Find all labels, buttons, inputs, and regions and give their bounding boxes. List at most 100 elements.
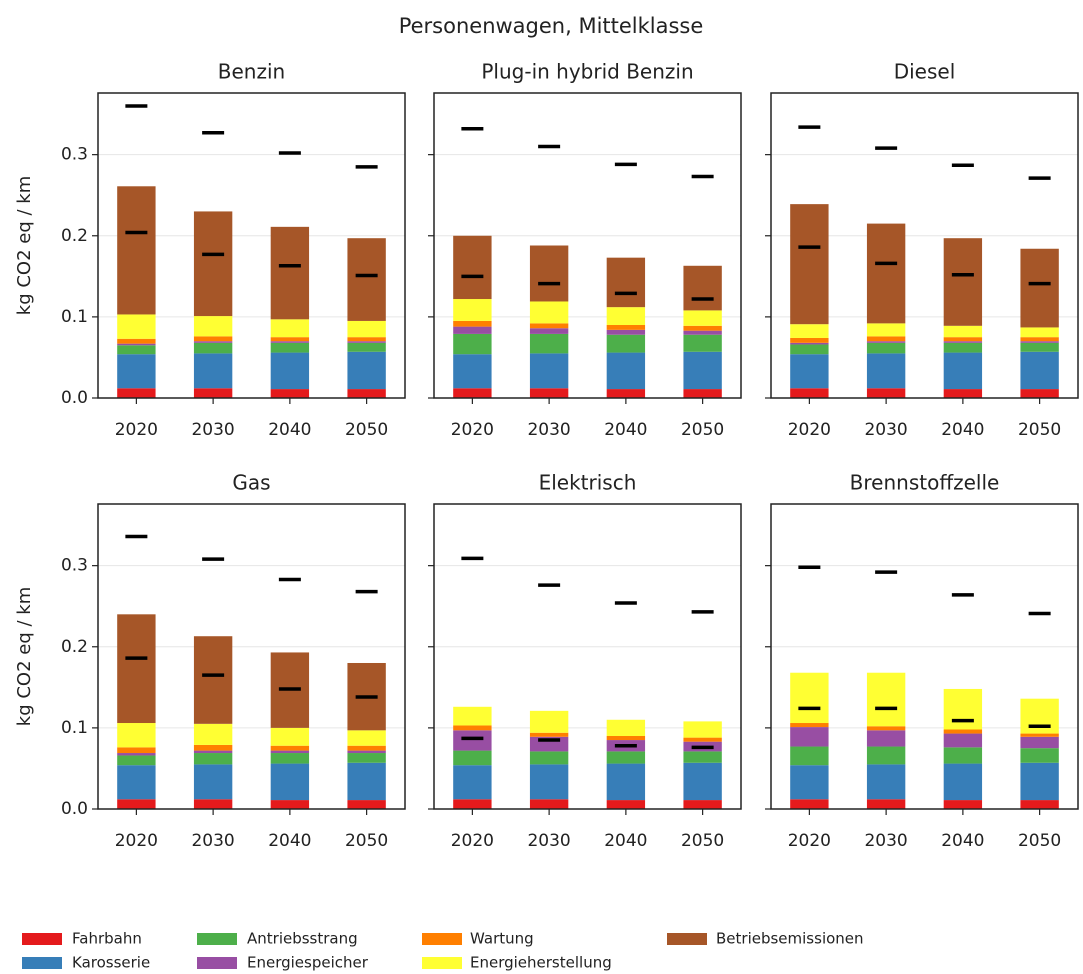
bar-segment: [117, 388, 156, 398]
bar-segment: [683, 310, 722, 326]
bar-segment: [270, 389, 310, 398]
bar-segment: [193, 764, 233, 800]
y-tick-label: 0.2: [61, 637, 88, 657]
bar-segment: [270, 341, 310, 343]
bar-segment: [270, 763, 310, 801]
panel-title: Benzin: [218, 60, 285, 84]
axes-frame: [433, 503, 742, 810]
bar-segment: [1020, 389, 1059, 398]
bar-segment: [606, 257, 646, 308]
bar-segment: [117, 753, 156, 756]
bar-segment: [270, 352, 310, 390]
bar-segment: [790, 765, 829, 800]
bar-segment: [270, 745, 310, 751]
legend-label: Energiespeicher: [247, 954, 369, 972]
bar-segment: [529, 751, 569, 765]
bar-segment: [1020, 762, 1059, 801]
bar-segment: [790, 746, 829, 766]
bar-segment: [193, 316, 233, 337]
bar-segment: [529, 388, 569, 398]
bar-segment: [943, 342, 983, 353]
bar-segment: [790, 727, 829, 747]
bar-segment: [790, 723, 829, 728]
x-tick-label: 2020: [115, 420, 158, 440]
bar-segment: [117, 345, 156, 355]
legend-swatch: [422, 933, 462, 945]
bar-segment: [453, 725, 492, 731]
panel-title: Gas: [232, 471, 270, 495]
legend-swatch: [422, 957, 462, 969]
bar-segment: [347, 320, 386, 338]
bar-segment: [529, 301, 569, 324]
bar-segment: [117, 343, 156, 346]
bar-segment: [270, 750, 310, 754]
legend-label: Fahrbahn: [72, 930, 142, 948]
x-tick-label: 2030: [191, 831, 234, 851]
bar-segment: [1020, 698, 1059, 734]
bar-segment: [943, 763, 983, 801]
x-tick-label: 2020: [451, 831, 494, 851]
legend-label: Karosserie: [72, 954, 150, 972]
bar-segment: [790, 354, 829, 389]
bar-segment: [347, 342, 386, 352]
panel-title: Plug-in hybrid Benzin: [481, 60, 693, 84]
bar-segment: [270, 727, 310, 746]
bar-segment: [1020, 327, 1059, 338]
bar-segment: [453, 354, 492, 389]
legend-swatch: [197, 933, 237, 945]
y-tick-label: 0.1: [61, 307, 88, 327]
bar-segment: [683, 737, 722, 742]
x-tick-label: 2050: [681, 420, 724, 440]
bar-segment: [193, 744, 233, 751]
x-tick-label: 2030: [527, 831, 570, 851]
y-axis-label: kg CO2 eq / km: [14, 176, 35, 315]
bar-segment: [683, 334, 722, 352]
bar-segment: [943, 352, 983, 390]
x-tick-label: 2020: [788, 831, 831, 851]
bar-segment: [866, 672, 906, 727]
bar-segment: [529, 333, 569, 354]
bar-segment: [193, 753, 233, 765]
bar-segment: [866, 353, 906, 389]
x-tick-label: 2040: [268, 420, 311, 440]
bar-segment: [790, 204, 829, 325]
bar-segment: [943, 800, 983, 809]
bar-segment: [453, 750, 492, 766]
bar-segment: [270, 226, 310, 320]
bar-segment: [117, 614, 156, 724]
x-tick-label: 2030: [191, 420, 234, 440]
bar-segment: [790, 388, 829, 398]
bar-segment: [1020, 736, 1059, 749]
bar-segment: [529, 323, 569, 329]
panel-title: Diesel: [894, 60, 956, 84]
axes-frame: [97, 503, 406, 810]
bar-segment: [1020, 248, 1059, 328]
bar-segment: [117, 723, 156, 748]
bar-segment: [683, 265, 722, 311]
bar-segment: [347, 389, 386, 398]
x-tick-label: 2040: [941, 420, 984, 440]
bar-segment: [866, 336, 906, 342]
bar-segment: [683, 325, 722, 331]
x-tick-label: 2030: [527, 420, 570, 440]
bar-segment: [347, 762, 386, 801]
bar-segment: [347, 238, 386, 321]
bar-segment: [866, 799, 906, 809]
bar-segment: [606, 800, 646, 809]
bar-segment: [866, 388, 906, 398]
bar-segment: [606, 352, 646, 390]
bar-segment: [943, 733, 983, 748]
bar-segment: [790, 337, 829, 343]
x-tick-label: 2030: [864, 420, 907, 440]
bar-segment: [1020, 337, 1059, 342]
bar-segment: [453, 388, 492, 398]
bar-segment: [606, 763, 646, 801]
x-tick-label: 2040: [268, 831, 311, 851]
bar-segment: [193, 336, 233, 342]
bar-segment: [683, 721, 722, 738]
axes-frame: [97, 92, 406, 399]
bar-segment: [347, 750, 386, 754]
x-tick-label: 2050: [345, 420, 388, 440]
bar-segment: [193, 342, 233, 354]
